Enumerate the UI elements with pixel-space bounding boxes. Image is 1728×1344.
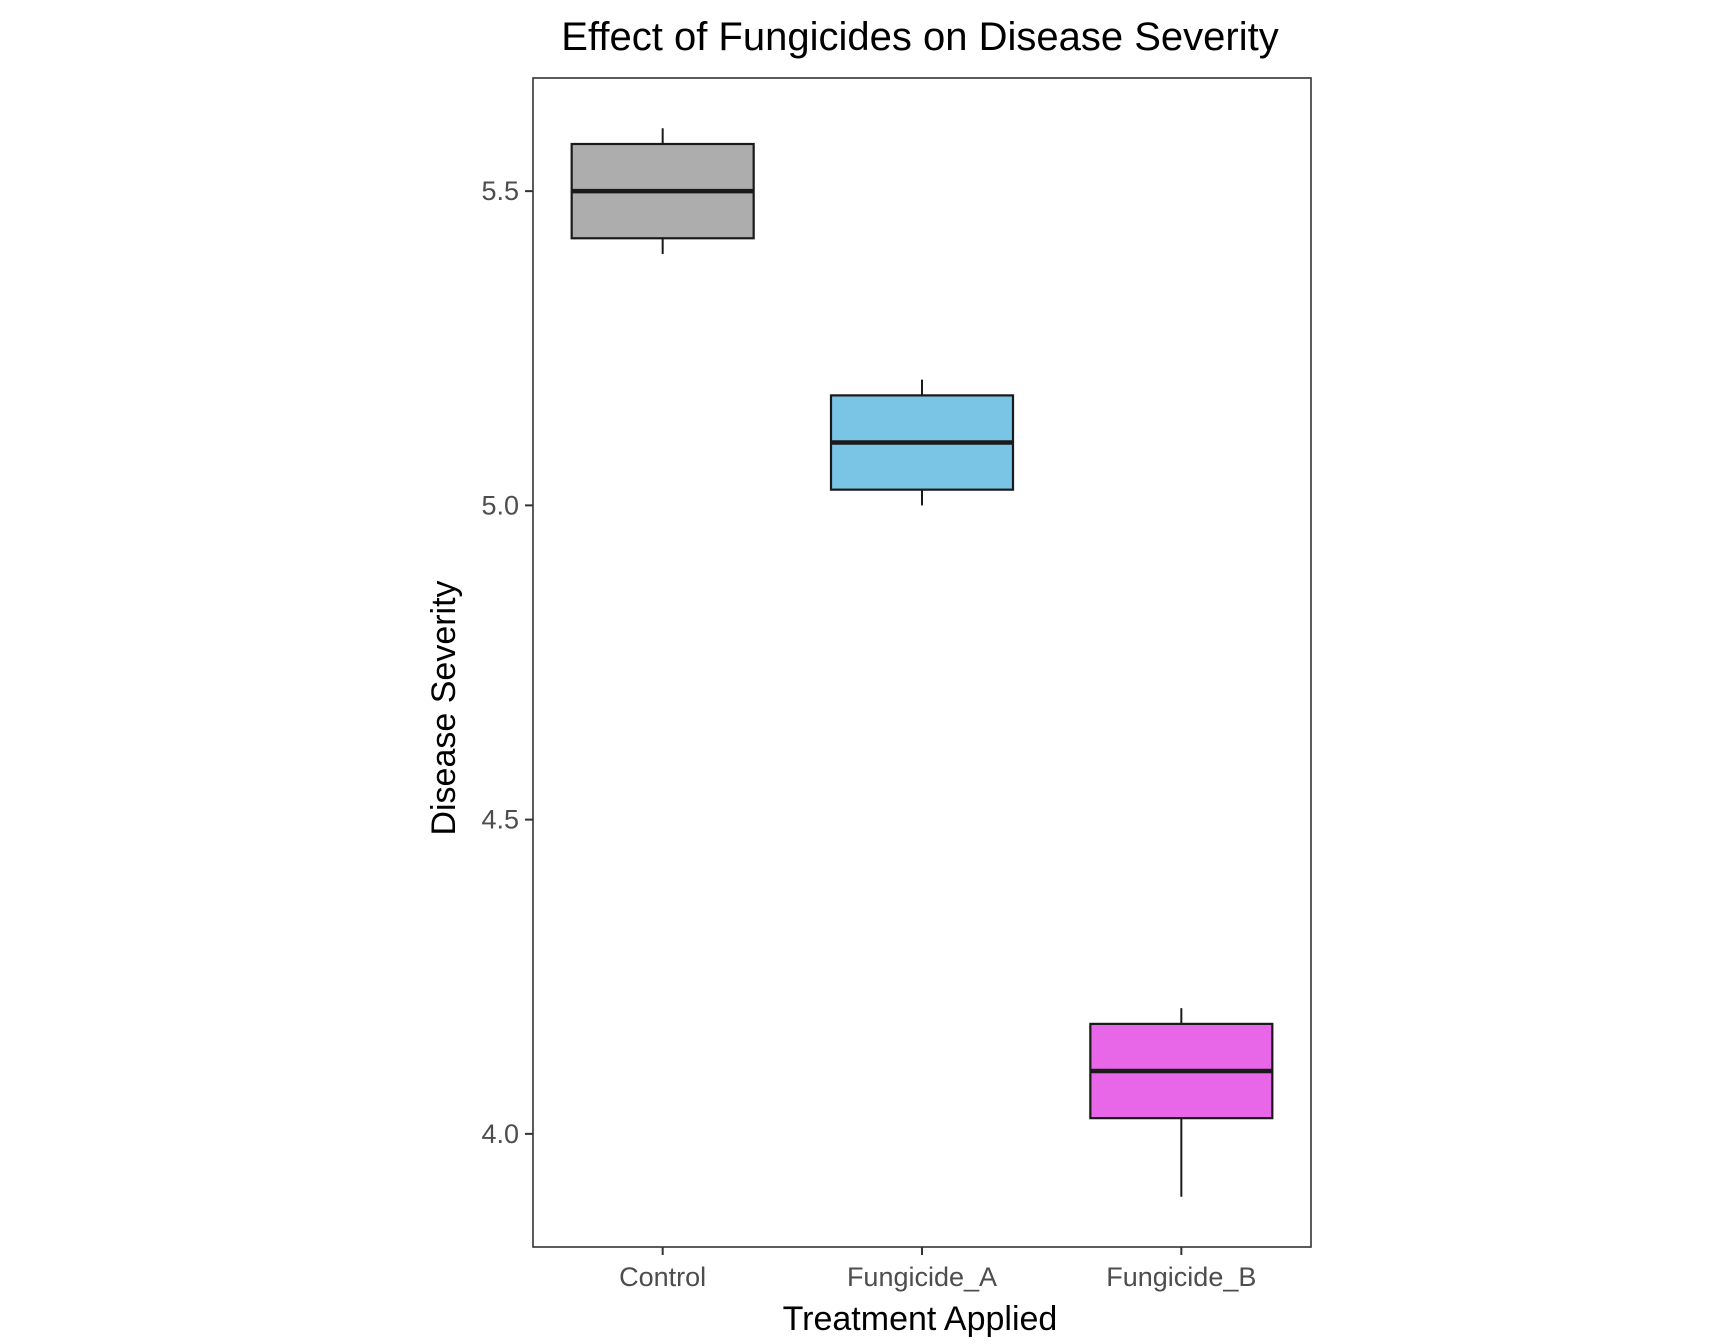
x-tick-label: Fungicide_B <box>1106 1262 1256 1292</box>
x-axis: Control Fungicide_A Fungicide_B <box>619 1247 1256 1292</box>
box-fungicide-a <box>829 379 1015 506</box>
y-axis-title: Disease Severity <box>425 580 463 835</box>
box-fungicide-b <box>1089 1008 1274 1197</box>
y-tick-label: 5.0 <box>481 490 519 520</box>
x-tick-label: Fungicide_A <box>847 1262 997 1292</box>
box-control <box>570 128 755 254</box>
y-tick-label: 4.5 <box>481 805 519 835</box>
y-tick-label: 5.5 <box>481 176 519 206</box>
x-axis-title: Treatment Applied <box>783 1300 1058 1338</box>
y-tick-label: 4.0 <box>481 1119 519 1149</box>
box-series <box>570 128 1274 1197</box>
x-tick-label: Control <box>619 1262 706 1292</box>
chart-title: Effect of Fungicides on Disease Severity <box>561 15 1278 59</box>
y-axis: 4.0 4.5 5.0 5.5 <box>481 176 533 1149</box>
